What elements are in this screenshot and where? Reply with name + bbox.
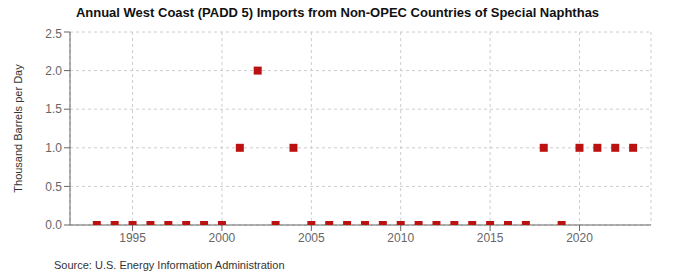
svg-text:1995: 1995 <box>119 231 146 245</box>
svg-text:2.5: 2.5 <box>45 27 62 41</box>
svg-text:2.0: 2.0 <box>45 64 62 78</box>
svg-text:Thousand Barrels per Day: Thousand Barrels per Day <box>12 64 24 193</box>
html-text:Annual West Coast (PADD 5) Imp: Annual West Coast (PADD 5) Imports from … <box>75 5 600 20</box>
html-text:Source: U.S. Energy Informatio: Source: U.S. Energy Information Administ… <box>54 259 285 271</box>
svg-text:1.0: 1.0 <box>45 141 62 155</box>
svg-text:2010: 2010 <box>387 231 414 245</box>
svg-text:2000: 2000 <box>209 231 236 245</box>
svg-text:2020: 2020 <box>566 231 593 245</box>
svg-text:0.0: 0.0 <box>45 218 62 232</box>
svg-text:2005: 2005 <box>298 231 325 245</box>
svg-text:2015: 2015 <box>477 231 504 245</box>
svg-text:0.5: 0.5 <box>45 180 62 194</box>
svg-text:1.5: 1.5 <box>45 102 62 116</box>
